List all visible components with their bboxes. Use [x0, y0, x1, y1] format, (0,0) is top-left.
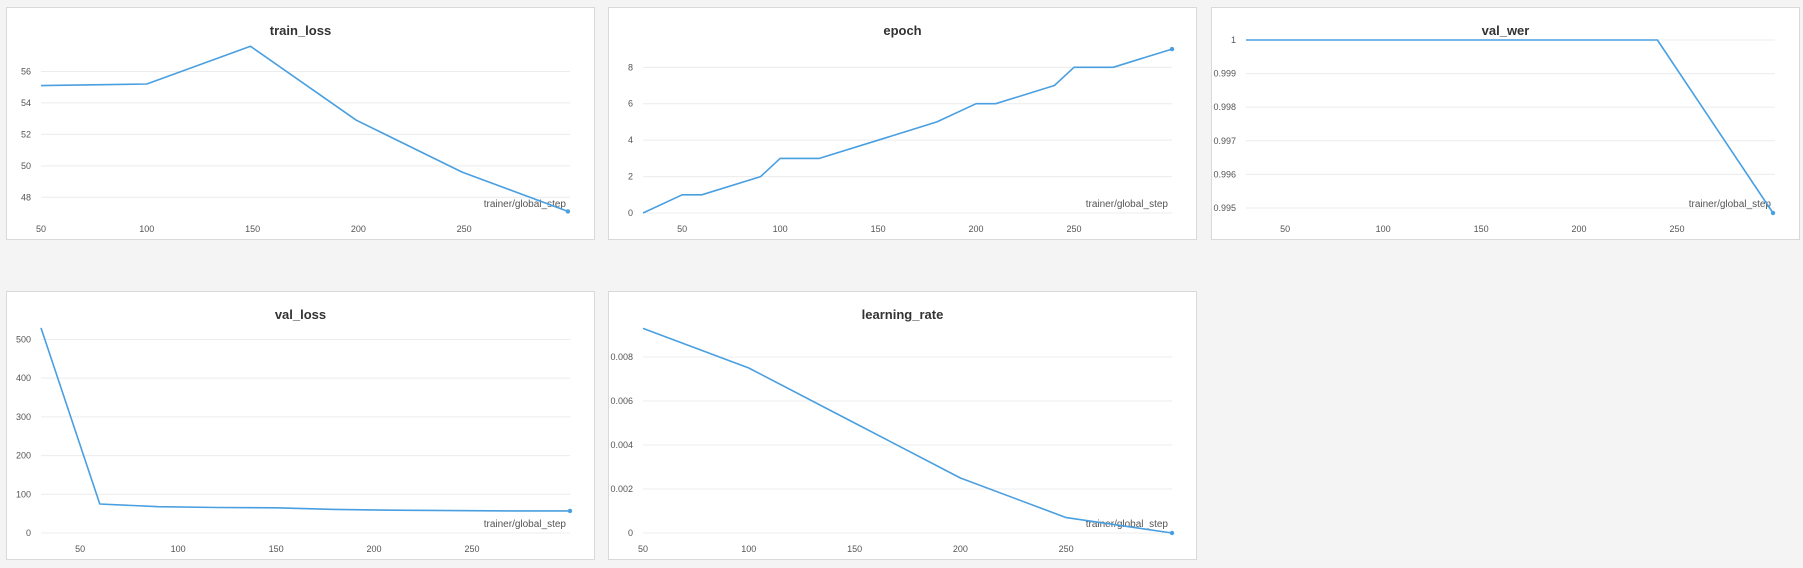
chart-val-loss-ytick-label: 100 [16, 489, 31, 499]
chart-learning-rate-xtick-label: 50 [638, 544, 648, 554]
chart-epoch-ytick-label: 8 [628, 62, 633, 72]
chart-learning-rate-xtick-label: 250 [1059, 544, 1074, 554]
chart-val-wer-ytick-label: 0.999 [1213, 69, 1236, 79]
chart-train-loss-xtick-label: 250 [457, 224, 472, 234]
chart-train-loss-ytick-label: 52 [21, 129, 31, 139]
chart-epoch-xtick-label: 150 [871, 224, 886, 234]
chart-learning-rate-xaxis-label: trainer/global_step [1086, 519, 1169, 530]
chart-panel-learning-rate[interactable]: learning_rate 0 0.002 0.004 0.006 0.008 50 100 1… [608, 291, 1197, 560]
chart-val-wer-xtick-label: 100 [1376, 224, 1391, 234]
chart-val-wer-ytick-label: 0.997 [1213, 136, 1236, 146]
chart-val-loss-last-point[interactable] [567, 508, 573, 514]
chart-train-loss: train_loss 48 50 52 54 56 50 100 150 200 250 traine… [21, 23, 571, 234]
chart-epoch-xtick-label: 50 [677, 224, 687, 234]
chart-epoch-ytick-label: 6 [628, 99, 633, 109]
chart-learning-rate-ytick-label: 0 [628, 528, 633, 538]
chart-learning-rate-ytick-label: 0.002 [610, 484, 633, 494]
chart-learning-rate-ytick-label: 0.008 [610, 352, 633, 362]
chart-epoch-xtick-label: 100 [773, 224, 788, 234]
chart-epoch-series-line[interactable] [642, 48, 1173, 214]
chart-train-loss-xaxis-label: trainer/global_step [484, 199, 567, 210]
chart-val-loss-xtick-label: 150 [269, 544, 284, 554]
chart-train-loss-series-line[interactable] [40, 45, 569, 213]
chart-learning-rate-ytick-label: 0.006 [610, 396, 633, 406]
chart-val-loss-ytick-label: 300 [16, 412, 31, 422]
chart-panel-val-loss[interactable]: val_loss 0 100 200 300 400 500 50 100 150 200 250 tr… [6, 291, 595, 560]
chart-train-loss-ytick-label: 56 [21, 66, 31, 76]
chart-train-loss-ytick-label: 54 [21, 98, 31, 108]
chart-epoch-title: epoch [883, 23, 921, 38]
chart-train-loss-ytick-label: 48 [21, 192, 31, 202]
chart-val-loss-xaxis-label: trainer/global_step [484, 519, 567, 530]
chart-epoch-xtick-label: 200 [969, 224, 984, 234]
chart-epoch-ytick-label: 4 [628, 135, 633, 145]
chart-val-loss-xtick-label: 200 [367, 544, 382, 554]
chart-val-wer-ytick-label: 0.998 [1213, 102, 1236, 112]
chart-val-loss-xtick-label: 250 [465, 544, 480, 554]
chart-val-loss-ytick-label: 200 [16, 451, 31, 461]
chart-train-loss-ytick-label: 50 [21, 161, 31, 171]
chart-learning-rate-title: learning_rate [862, 307, 944, 322]
chart-val-loss-xtick-label: 100 [171, 544, 186, 554]
chart-val-wer-last-point[interactable] [1770, 210, 1776, 216]
chart-val-loss-ytick-label: 400 [16, 373, 31, 383]
chart-val-wer-ytick-label: 0.995 [1213, 203, 1236, 213]
chart-panel-epoch[interactable]: epoch 0 2 4 6 8 50 100 150 200 250 trainer/global_s… [608, 7, 1197, 240]
chart-val-wer-xtick-label: 200 [1572, 224, 1587, 234]
chart-learning-rate-xtick-label: 100 [741, 544, 756, 554]
chart-train-loss-xtick-label: 50 [36, 224, 46, 234]
chart-epoch: epoch 0 2 4 6 8 50 100 150 200 250 trainer/global_s… [628, 23, 1175, 234]
chart-epoch-xtick-label: 250 [1067, 224, 1082, 234]
chart-val-loss-xtick-label: 50 [75, 544, 85, 554]
chart-val-wer-xtick-label: 50 [1280, 224, 1290, 234]
chart-epoch-ytick-label: 0 [628, 208, 633, 218]
chart-train-loss-xtick-label: 150 [245, 224, 260, 234]
chart-val-wer-xtick-label: 150 [1474, 224, 1489, 234]
chart-learning-rate-xtick-label: 150 [847, 544, 862, 554]
chart-learning-rate-xtick-label: 200 [953, 544, 968, 554]
chart-train-loss-title: train_loss [270, 23, 331, 38]
chart-train-loss-last-point[interactable] [565, 209, 571, 214]
chart-learning-rate-last-point[interactable] [1169, 530, 1175, 536]
chart-val-wer-title: val_wer [1482, 23, 1530, 38]
chart-train-loss-xtick-label: 200 [351, 224, 366, 234]
chart-val-loss-series-line[interactable] [40, 327, 570, 512]
chart-val-loss-ytick-label: 500 [16, 334, 31, 344]
chart-epoch-ytick-label: 2 [628, 172, 633, 182]
chart-val-wer-series-line[interactable] [1246, 39, 1774, 214]
chart-epoch-xaxis-label: trainer/global_step [1086, 199, 1169, 210]
chart-learning-rate-ytick-label: 0.004 [610, 440, 633, 450]
chart-val-wer-ytick-label: 1 [1231, 35, 1236, 45]
chart-val-wer-ytick-label: 0.996 [1213, 169, 1236, 179]
chart-val-loss-ytick-label: 0 [26, 528, 31, 538]
chart-learning-rate-series-line[interactable] [642, 327, 1173, 534]
chart-val-loss: val_loss 0 100 200 300 400 500 50 100 150 200 250 tr… [16, 307, 573, 554]
chart-val-wer-xaxis-label: trainer/global_step [1689, 199, 1772, 210]
chart-panel-train-loss[interactable]: train_loss 48 50 52 54 56 50 100 150 200 250 traine… [6, 7, 595, 240]
chart-val-wer-xtick-label: 250 [1670, 224, 1685, 234]
chart-val-loss-title: val_loss [275, 307, 326, 322]
chart-panel-val-wer[interactable]: val_wer 0.995 0.996 0.997 0.998 0.999 1 50 100 15… [1211, 7, 1800, 240]
chart-learning-rate: learning_rate 0 0.002 0.004 0.006 0.008 50 100 1… [610, 307, 1175, 554]
chart-train-loss-xtick-label: 100 [139, 224, 154, 234]
chart-epoch-last-point[interactable] [1169, 46, 1175, 52]
